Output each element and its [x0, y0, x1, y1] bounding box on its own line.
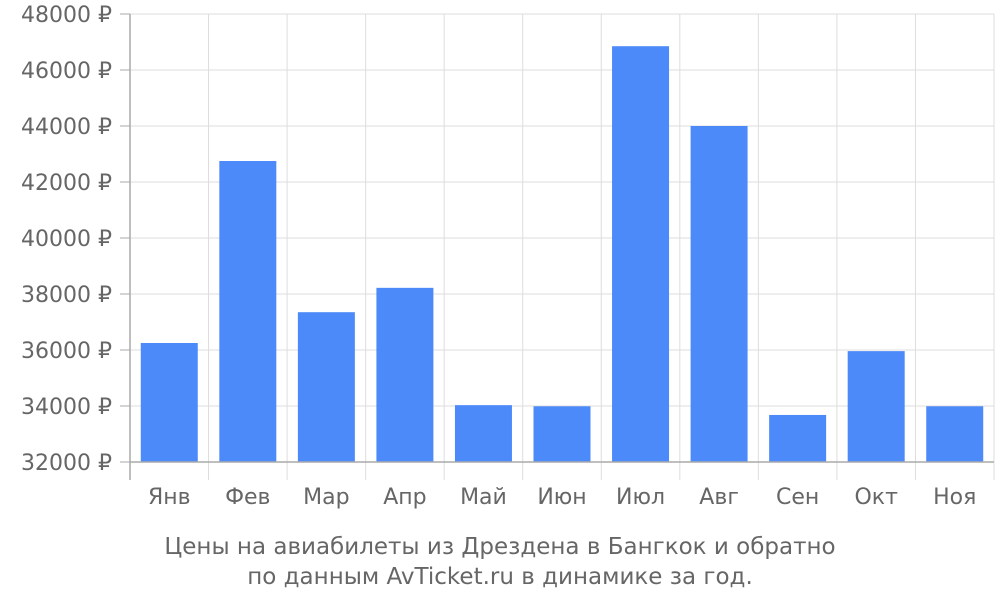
y-tick-label: 46000 ₽	[21, 59, 112, 84]
bars	[140, 46, 984, 462]
bar-8	[690, 126, 748, 462]
bar-2	[219, 161, 277, 462]
y-tick-label: 48000 ₽	[21, 3, 112, 28]
y-tick-label: 40000 ₽	[21, 227, 112, 252]
x-tick-label: Фев	[225, 485, 270, 510]
x-tick-label: Ноя	[933, 485, 976, 510]
y-tick-label: 44000 ₽	[21, 115, 112, 140]
bar-10	[847, 351, 905, 462]
bar-7	[612, 46, 670, 462]
x-tick-label: Май	[460, 485, 507, 510]
y-tick-label: 36000 ₽	[21, 339, 112, 364]
chart-caption-line-1: Цены на авиабилеты из Дрездена в Бангкок…	[164, 534, 836, 560]
bar-4	[376, 287, 434, 462]
y-tick-label: 34000 ₽	[21, 395, 112, 420]
bar-9	[769, 414, 827, 462]
x-tick-label: Мар	[303, 485, 349, 510]
x-tick-label: Июн	[537, 485, 586, 510]
bar-3	[297, 312, 355, 462]
bar-11	[926, 406, 984, 462]
y-tick-label: 32000 ₽	[21, 451, 112, 476]
y-tick-labels: 32000 ₽ 34000 ₽ 36000 ₽ 38000 ₽ 40000 ₽ 42000…	[21, 3, 112, 476]
x-tick-label: Июл	[616, 485, 665, 510]
chart-caption-line-2: по данным AvTicket.ru в динамике за год.	[247, 564, 753, 590]
x-tick-label: Авг	[699, 485, 739, 510]
x-tick-label: Апр	[383, 485, 426, 510]
y-tick-label: 38000 ₽	[21, 283, 112, 308]
axes	[120, 13, 995, 480]
x-tick-label: Окт	[854, 485, 898, 510]
bar-1	[140, 343, 198, 462]
y-tick-label: 42000 ₽	[21, 171, 112, 196]
bar-6	[533, 406, 591, 462]
x-tick-labels: Янв Фев Мар Апр Май Июн Июл Авг Сен Окт Ноя	[148, 485, 976, 510]
x-tick-label: Янв	[148, 485, 191, 510]
x-tick-label: Сен	[776, 485, 819, 510]
bar-5	[454, 405, 512, 462]
